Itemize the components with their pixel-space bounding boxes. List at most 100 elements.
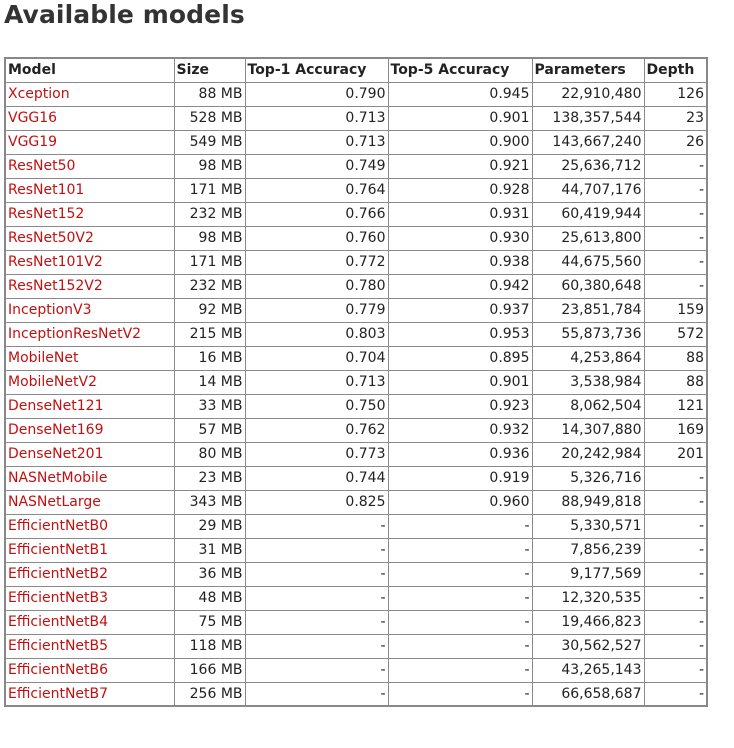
top1-cell: - [244, 609, 389, 635]
depth-cell: - [643, 609, 708, 635]
size-cell: 215 MB [173, 321, 246, 347]
model-link[interactable]: EfficientNetB4 [8, 614, 109, 630]
table-row: DenseNet201 80 MB 0.773 0.936 20,242,984 201 [4, 441, 708, 467]
model-cell: MobileNet [4, 345, 175, 371]
table-row: MobileNet 16 MB 0.704 0.895 4,253,864 88 [4, 345, 708, 371]
top1-cell: - [244, 633, 389, 659]
size-cell: 549 MB [173, 129, 246, 155]
depth-cell: 121 [643, 393, 708, 419]
model-cell: EfficientNetB5 [4, 633, 175, 659]
depth-cell: - [643, 513, 708, 539]
model-cell: ResNet50V2 [4, 225, 175, 251]
model-cell: EfficientNetB1 [4, 537, 175, 563]
table-row: ResNet101 171 MB 0.764 0.928 44,707,176- [4, 177, 708, 203]
top1-cell: 0.713 [244, 129, 389, 155]
size-cell: 232 MB [173, 273, 246, 299]
parameters-cell: 4,253,864 [531, 345, 645, 371]
parameters-cell: 22,910,480 [531, 81, 645, 107]
header-parameters: Parameters [531, 57, 645, 83]
model-cell: EfficientNetB6 [4, 657, 175, 683]
top1-cell: - [244, 561, 389, 587]
size-cell: 57 MB [173, 417, 246, 443]
header-model: Model [4, 57, 175, 83]
top5-cell: 0.923 [387, 393, 533, 419]
parameters-cell: 60,419,944 [531, 201, 645, 227]
model-link[interactable]: InceptionResNetV2 [8, 326, 142, 342]
model-link[interactable]: EfficientNetB1 [8, 542, 109, 558]
model-link[interactable]: ResNet50 [8, 158, 76, 174]
table-row: NASNetMobile 23 MB 0.744 0.919 5,326,716- [4, 465, 708, 491]
model-link[interactable]: MobileNet [8, 350, 79, 366]
size-cell: 16 MB [173, 345, 246, 371]
parameters-cell: 25,636,712 [531, 153, 645, 179]
model-link[interactable]: DenseNet121 [8, 398, 104, 414]
top1-cell: - [244, 585, 389, 611]
model-link[interactable]: DenseNet201 [8, 446, 104, 462]
parameters-cell: 14,307,880 [531, 417, 645, 443]
model-cell: InceptionV3 [4, 297, 175, 323]
parameters-cell: 8,062,504 [531, 393, 645, 419]
model-link[interactable]: VGG19 [8, 134, 58, 150]
model-cell: VGG19 [4, 129, 175, 155]
table-row: ResNet50 98 MB 0.749 0.921 25,636,712- [4, 153, 708, 179]
model-link[interactable]: DenseNet169 [8, 422, 104, 438]
model-link[interactable]: InceptionV3 [8, 302, 92, 318]
top1-cell: 0.704 [244, 345, 389, 371]
top1-cell: 0.749 [244, 153, 389, 179]
model-link[interactable]: VGG16 [8, 110, 58, 126]
top5-cell: 0.936 [387, 441, 533, 467]
table-row: MobileNetV2 14 MB 0.713 0.901 3,538,984 88 [4, 369, 708, 395]
size-cell: 118 MB [173, 633, 246, 659]
table-row: EfficientNetB1 31 MB - -7,856,239- [4, 537, 708, 563]
model-link[interactable]: ResNet152V2 [8, 278, 103, 294]
model-link[interactable]: EfficientNetB7 [8, 685, 109, 702]
top5-cell: 0.919 [387, 465, 533, 491]
top5-cell: 0.901 [387, 105, 533, 131]
model-cell: ResNet50 [4, 153, 175, 179]
size-cell: 171 MB [173, 177, 246, 203]
top5-cell: 0.960 [387, 489, 533, 515]
model-link[interactable]: EfficientNetB2 [8, 566, 109, 582]
parameters-cell: 19,466,823 [531, 609, 645, 635]
top5-cell: 0.930 [387, 225, 533, 251]
model-link[interactable]: MobileNetV2 [8, 374, 97, 390]
parameters-cell: 9,177,569 [531, 561, 645, 587]
top5-cell: 0.938 [387, 249, 533, 275]
table-row: EfficientNetB2 36 MB - -9,177,569- [4, 561, 708, 587]
table-row: DenseNet121 33 MB 0.750 0.923 8,062,504 121 [4, 393, 708, 419]
page-title: Available models [4, 0, 245, 29]
top1-cell: - [244, 681, 389, 707]
model-link[interactable]: ResNet152 [8, 206, 85, 222]
model-cell: ResNet101V2 [4, 249, 175, 275]
model-cell: DenseNet169 [4, 417, 175, 443]
parameters-cell: 3,538,984 [531, 369, 645, 395]
model-link[interactable]: ResNet50V2 [8, 230, 94, 246]
model-link[interactable]: EfficientNetB3 [8, 590, 109, 606]
size-cell: 343 MB [173, 489, 246, 515]
size-cell: 80 MB [173, 441, 246, 467]
depth-cell: 169 [643, 417, 708, 443]
size-cell: 528 MB [173, 105, 246, 131]
parameters-cell: 12,320,535 [531, 585, 645, 611]
model-link[interactable]: NASNetMobile [8, 470, 108, 486]
model-link[interactable]: Xception [8, 86, 70, 102]
size-cell: 166 MB [173, 657, 246, 683]
table-row: EfficientNetB5 118 MB - -30,562,527- [4, 633, 708, 659]
parameters-cell: 88,949,818 [531, 489, 645, 515]
depth-cell: - [643, 153, 708, 179]
size-cell: 98 MB [173, 153, 246, 179]
top1-cell: 0.825 [244, 489, 389, 515]
model-link[interactable]: EfficientNetB6 [8, 662, 109, 678]
model-link[interactable]: ResNet101V2 [8, 254, 103, 270]
top5-cell: 0.921 [387, 153, 533, 179]
model-link[interactable]: NASNetLarge [8, 494, 101, 510]
model-link[interactable]: EfficientNetB0 [8, 518, 109, 534]
size-cell: 29 MB [173, 513, 246, 539]
top5-cell: 0.931 [387, 201, 533, 227]
model-link[interactable]: EfficientNetB5 [8, 638, 109, 654]
model-cell: NASNetMobile [4, 465, 175, 491]
model-link[interactable]: ResNet101 [8, 182, 85, 198]
depth-cell: - [643, 177, 708, 203]
depth-cell: - [643, 201, 708, 227]
depth-cell: - [643, 249, 708, 275]
